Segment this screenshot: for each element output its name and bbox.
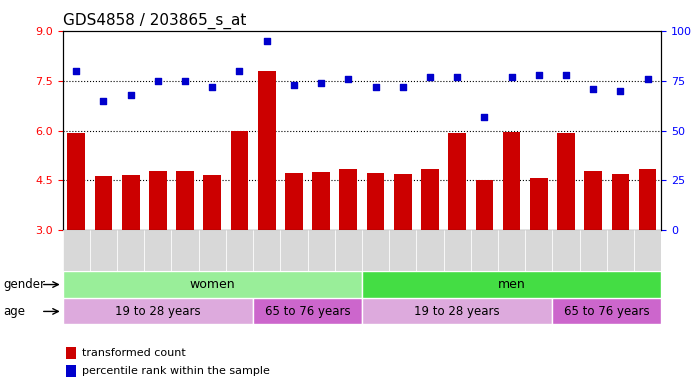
Bar xyxy=(340,169,357,230)
Point xyxy=(452,74,463,80)
Bar xyxy=(95,177,112,230)
Bar xyxy=(530,178,548,230)
Text: 65 to 76 years: 65 to 76 years xyxy=(564,305,649,318)
Point xyxy=(261,38,272,44)
Bar xyxy=(639,169,656,230)
Bar xyxy=(362,230,389,271)
Bar xyxy=(443,230,470,271)
Point xyxy=(587,86,599,92)
Bar xyxy=(280,230,308,271)
Bar xyxy=(258,71,276,230)
Bar xyxy=(63,298,253,324)
Point xyxy=(560,71,571,78)
Point xyxy=(479,114,490,120)
Bar xyxy=(230,131,248,230)
Point xyxy=(125,91,136,98)
Text: women: women xyxy=(189,278,235,291)
Text: GDS4858 / 203865_s_at: GDS4858 / 203865_s_at xyxy=(63,13,246,29)
Bar xyxy=(362,298,553,324)
Bar xyxy=(607,230,634,271)
Bar xyxy=(612,174,629,230)
Bar xyxy=(308,230,335,271)
Bar xyxy=(65,365,77,377)
Point xyxy=(342,76,354,82)
Point xyxy=(152,78,164,84)
Bar xyxy=(313,172,330,230)
Point xyxy=(615,88,626,94)
Point xyxy=(370,84,381,90)
Point xyxy=(234,68,245,74)
Bar xyxy=(285,173,303,230)
Bar xyxy=(63,230,90,271)
Text: 65 to 76 years: 65 to 76 years xyxy=(264,305,350,318)
Bar xyxy=(470,230,498,271)
Bar xyxy=(389,230,416,271)
Text: 19 to 28 years: 19 to 28 years xyxy=(414,305,500,318)
Bar xyxy=(448,133,466,230)
Bar xyxy=(63,271,362,298)
Bar xyxy=(416,230,443,271)
Point xyxy=(506,74,517,80)
Bar xyxy=(557,133,575,230)
Point xyxy=(98,98,109,104)
Bar xyxy=(117,230,144,271)
Bar xyxy=(475,180,493,230)
Bar xyxy=(144,230,171,271)
Point xyxy=(533,71,544,78)
Bar xyxy=(525,230,553,271)
Bar xyxy=(65,347,77,359)
Bar xyxy=(176,171,194,230)
Bar xyxy=(198,230,226,271)
Bar xyxy=(585,171,602,230)
Bar xyxy=(553,230,580,271)
Point xyxy=(288,81,299,88)
Bar xyxy=(580,230,607,271)
Bar xyxy=(335,230,362,271)
Text: age: age xyxy=(3,305,26,318)
Text: gender: gender xyxy=(3,278,45,291)
Text: 19 to 28 years: 19 to 28 years xyxy=(115,305,200,318)
Bar xyxy=(421,169,438,230)
Point xyxy=(180,78,191,84)
Point xyxy=(642,76,653,82)
Bar xyxy=(203,175,221,230)
Bar xyxy=(634,230,661,271)
Point xyxy=(207,84,218,90)
Bar xyxy=(394,174,411,230)
Bar xyxy=(171,230,198,271)
Bar xyxy=(253,230,280,271)
Bar xyxy=(68,133,85,230)
Bar xyxy=(362,271,661,298)
Text: men: men xyxy=(498,278,525,291)
Bar xyxy=(149,171,167,230)
Text: transformed count: transformed count xyxy=(82,348,186,358)
Bar xyxy=(90,230,117,271)
Bar xyxy=(498,230,525,271)
Point xyxy=(397,84,409,90)
Bar xyxy=(226,230,253,271)
Bar xyxy=(367,173,384,230)
Point xyxy=(425,74,436,80)
Text: percentile rank within the sample: percentile rank within the sample xyxy=(82,366,269,376)
Bar xyxy=(503,132,521,230)
Bar xyxy=(553,298,661,324)
Bar xyxy=(253,298,362,324)
Bar xyxy=(122,175,139,230)
Point xyxy=(315,79,326,86)
Point xyxy=(71,68,82,74)
